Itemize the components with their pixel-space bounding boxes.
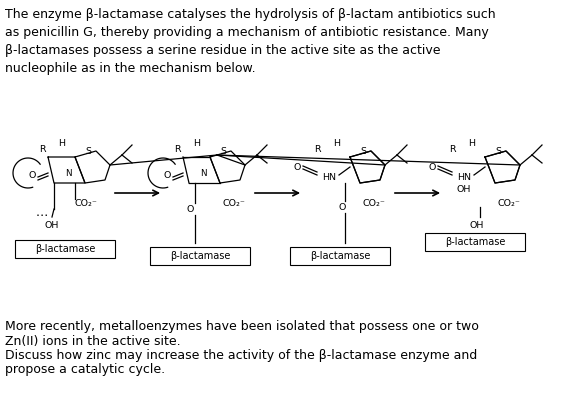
Text: CO₂⁻: CO₂⁻: [223, 199, 246, 207]
Text: Zn(II) ions in the active site.: Zn(II) ions in the active site.: [5, 335, 180, 347]
Text: S: S: [360, 147, 366, 156]
Text: N: N: [65, 169, 71, 178]
Text: O: O: [428, 162, 436, 171]
Text: O: O: [163, 171, 171, 180]
Text: R: R: [314, 145, 320, 154]
Text: R: R: [174, 145, 180, 154]
Text: S: S: [495, 147, 501, 156]
Text: OH: OH: [45, 221, 59, 230]
Bar: [15, 240, 115, 258]
Text: S: S: [85, 147, 91, 156]
Text: β-lactamase: β-lactamase: [170, 251, 230, 261]
Text: OH: OH: [457, 185, 471, 195]
Text: ⋯: ⋯: [36, 209, 48, 221]
Bar: [290, 247, 390, 265]
Text: CO₂⁻: CO₂⁻: [363, 199, 386, 207]
Text: OH: OH: [470, 221, 484, 230]
Text: R: R: [449, 145, 455, 154]
Text: CO₂⁻: CO₂⁻: [75, 199, 98, 207]
Text: HN: HN: [457, 173, 471, 181]
Text: β-lactamase: β-lactamase: [35, 244, 95, 254]
Text: Discuss how zinc may increase the activity of the β-lactamase enzyme and: Discuss how zinc may increase the activi…: [5, 349, 477, 362]
Text: More recently, metalloenzymes have been isolated that possess one or two: More recently, metalloenzymes have been …: [5, 320, 479, 333]
Text: O: O: [339, 202, 346, 211]
Bar: [150, 247, 250, 265]
Text: HN: HN: [322, 173, 336, 181]
Text: propose a catalytic cycle.: propose a catalytic cycle.: [5, 363, 165, 377]
Text: S: S: [220, 147, 226, 156]
Text: O: O: [293, 162, 300, 171]
Bar: [425, 233, 525, 251]
Text: O: O: [186, 204, 193, 214]
Text: H: H: [59, 138, 65, 147]
Text: H: H: [468, 138, 476, 147]
Text: H: H: [333, 138, 340, 147]
Text: R: R: [39, 145, 46, 154]
Text: β-lactamase: β-lactamase: [445, 237, 505, 247]
Text: H: H: [193, 138, 200, 147]
Text: O: O: [28, 171, 36, 180]
Text: β-lactamase: β-lactamase: [310, 251, 370, 261]
Text: N: N: [200, 169, 206, 178]
Text: CO₂⁻: CO₂⁻: [498, 199, 521, 207]
Text: The enzyme β-lactamase catalyses the hydrolysis of β-lactam antibiotics such
as : The enzyme β-lactamase catalyses the hyd…: [5, 8, 496, 75]
